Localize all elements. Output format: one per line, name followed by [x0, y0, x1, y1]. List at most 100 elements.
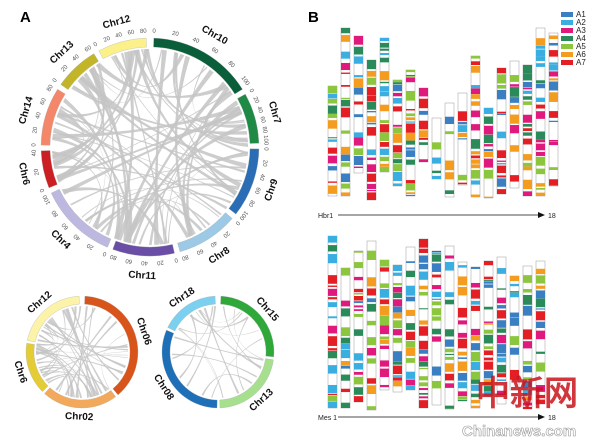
gene-block [380, 384, 389, 388]
gene-block [471, 88, 480, 95]
tick-label: 0 [102, 250, 108, 257]
synteny-link [41, 371, 93, 398]
gene-block [445, 356, 454, 360]
gene-block [354, 137, 363, 146]
tick-label: 20 [34, 167, 41, 175]
gene-block [341, 300, 350, 307]
gene-block [458, 372, 467, 381]
gene-block [367, 277, 376, 287]
gene-block [354, 293, 363, 295]
gene-block [432, 254, 441, 262]
gene-block [432, 251, 441, 253]
gene-block [510, 175, 519, 182]
gene-block [341, 343, 350, 350]
chromosome-label: Chr11 [128, 270, 157, 283]
gene-block [380, 368, 389, 378]
gene-block [432, 316, 441, 321]
gene-block [367, 288, 376, 296]
gene-block [445, 116, 454, 125]
gene-block [328, 401, 337, 408]
synteny-link [38, 334, 58, 377]
gene-block [406, 385, 415, 390]
tick-label: 40 [35, 111, 43, 120]
gene-block [484, 152, 493, 158]
gene-block [354, 396, 363, 402]
gene-block [419, 88, 428, 97]
gene-block [393, 365, 402, 375]
gene-block [484, 149, 493, 152]
gene-block [523, 138, 532, 145]
gene-block [445, 405, 454, 409]
gene-block [523, 154, 532, 161]
gene-block [354, 288, 363, 293]
gene-block [406, 74, 415, 77]
synteny-link [62, 309, 108, 392]
gene-block [523, 128, 532, 131]
tick-label: 100 [239, 75, 250, 87]
tick-label: 20 [221, 229, 230, 238]
gene-block [536, 351, 545, 354]
gene-block [341, 97, 350, 100]
gene-block [367, 250, 376, 260]
gene-block [367, 157, 376, 160]
gene-block [445, 383, 454, 388]
gene-block [380, 38, 389, 42]
tick-label: 60 [210, 47, 219, 56]
gene-block [341, 72, 350, 74]
gene-block [328, 181, 337, 183]
gene-block [328, 147, 337, 154]
gene-block [497, 379, 506, 382]
gene-block [406, 285, 415, 296]
synteny-link [46, 307, 96, 330]
gene-block [523, 114, 532, 123]
gene-block [354, 75, 363, 78]
gene-block [471, 305, 480, 311]
gene-block [406, 180, 415, 184]
gene-block [341, 402, 350, 408]
synteny-link [182, 100, 239, 237]
synteny-link [65, 308, 96, 397]
gene-block [393, 183, 402, 186]
gene-block [523, 289, 532, 293]
gene-block [354, 313, 363, 317]
gene-block [328, 139, 337, 142]
gene-block [471, 384, 480, 391]
tick-label: 0 [233, 219, 240, 226]
gene-block [419, 255, 428, 263]
gene-block [484, 346, 493, 350]
chromosome-arc-chr10 [153, 37, 243, 95]
gene-block [380, 142, 389, 147]
gene-block [523, 162, 532, 167]
gene-block [484, 134, 493, 144]
tick-label: 100 [237, 209, 248, 221]
gene-block [328, 297, 337, 300]
gene-block [341, 365, 350, 369]
chromosome-label: Chr6 [11, 360, 29, 385]
gene-block [471, 85, 480, 89]
gene-block [497, 334, 506, 344]
gene-block [432, 157, 441, 164]
gene-block [445, 292, 454, 297]
gene-block [406, 117, 415, 121]
synteny-link [53, 165, 228, 210]
gene-block [497, 357, 506, 363]
gene-block [354, 114, 363, 118]
gene-block [523, 406, 532, 409]
gene-block [393, 361, 402, 365]
gene-block [393, 127, 402, 134]
synteny-link [90, 66, 129, 243]
gene-block [354, 156, 363, 166]
synteny-link [36, 322, 59, 346]
gene-block [328, 120, 337, 129]
synteny-link [36, 350, 124, 374]
gene-block [393, 320, 402, 329]
gene-block [380, 339, 389, 344]
panel-a-label: A [20, 9, 31, 26]
tick-label: 20 [86, 241, 95, 250]
top-chromosome-bars [327, 27, 559, 201]
gene-block [484, 196, 493, 198]
top-axis: Hbr1 18 [318, 212, 556, 220]
gene-block [549, 167, 558, 170]
gene-block [523, 389, 532, 396]
synteny-link [49, 318, 103, 394]
